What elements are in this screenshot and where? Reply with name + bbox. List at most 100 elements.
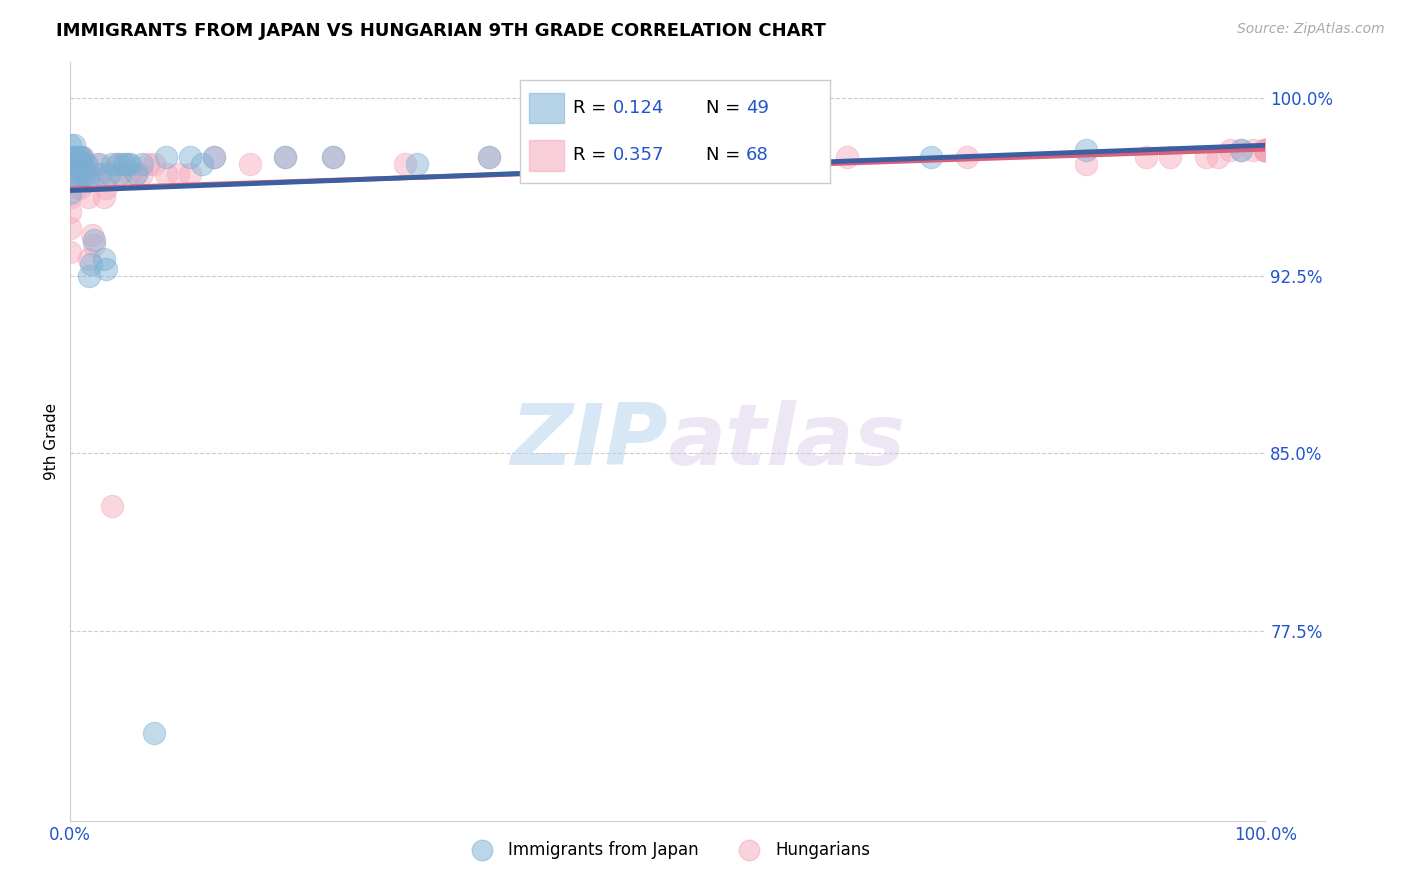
Point — [1230, 143, 1253, 157]
Point — [59, 157, 82, 171]
Point — [143, 726, 166, 740]
Point — [274, 150, 297, 164]
Point — [97, 167, 120, 181]
Text: atlas: atlas — [668, 400, 905, 483]
Point — [67, 150, 90, 164]
Point — [89, 167, 111, 181]
Point — [76, 157, 98, 171]
Point — [394, 157, 416, 171]
Legend: Immigrants from Japan, Hungarians: Immigrants from Japan, Hungarians — [458, 834, 877, 865]
Point — [59, 174, 82, 188]
Point — [117, 157, 139, 171]
Point — [63, 138, 86, 153]
Point — [93, 190, 115, 204]
Point — [70, 150, 93, 164]
Point — [406, 157, 429, 171]
Point — [93, 252, 115, 266]
Point — [110, 167, 132, 181]
Point — [1135, 150, 1157, 164]
Point — [112, 157, 135, 171]
Point — [478, 150, 501, 164]
Y-axis label: 9th Grade: 9th Grade — [44, 403, 59, 480]
Point — [1218, 143, 1241, 157]
Point — [598, 150, 620, 164]
Point — [75, 167, 97, 181]
Point — [77, 167, 100, 181]
Point — [478, 150, 501, 164]
Point — [136, 157, 159, 171]
Point — [1254, 143, 1277, 157]
Point — [322, 150, 344, 164]
Point — [101, 157, 124, 171]
Point — [120, 167, 141, 181]
Point — [70, 150, 93, 164]
Point — [69, 167, 91, 181]
Point — [65, 162, 87, 177]
Point — [143, 157, 166, 171]
Point — [70, 157, 93, 171]
Point — [107, 157, 129, 171]
Point — [717, 157, 740, 171]
Point — [59, 138, 82, 153]
Point — [1076, 157, 1098, 171]
Point — [69, 167, 91, 181]
Text: Source: ZipAtlas.com: Source: ZipAtlas.com — [1237, 22, 1385, 37]
Point — [70, 157, 93, 171]
Point — [112, 157, 135, 171]
Point — [59, 162, 82, 177]
Point — [62, 157, 84, 171]
Point — [59, 204, 82, 219]
Point — [73, 167, 96, 181]
Point — [166, 167, 188, 181]
Point — [59, 244, 82, 259]
Point — [1254, 143, 1277, 157]
Point — [69, 181, 91, 195]
Text: 68: 68 — [747, 146, 769, 164]
Point — [956, 150, 979, 164]
FancyBboxPatch shape — [530, 140, 564, 170]
Point — [75, 157, 97, 171]
Point — [131, 157, 153, 171]
Point — [79, 252, 101, 266]
Text: N =: N = — [706, 99, 745, 117]
Point — [65, 150, 87, 164]
Point — [202, 150, 225, 164]
Point — [274, 150, 297, 164]
Point — [681, 150, 703, 164]
Point — [89, 157, 111, 171]
Point — [191, 157, 214, 171]
Point — [1254, 143, 1277, 157]
Point — [83, 238, 105, 252]
Point — [77, 174, 100, 188]
Point — [131, 167, 153, 181]
Text: 0.357: 0.357 — [613, 146, 665, 164]
Point — [1254, 143, 1277, 157]
Point — [96, 181, 117, 195]
Point — [202, 150, 225, 164]
Point — [1243, 143, 1265, 157]
Text: R =: R = — [572, 146, 612, 164]
Point — [63, 150, 86, 164]
Point — [69, 150, 91, 164]
Text: IMMIGRANTS FROM JAPAN VS HUNGARIAN 9TH GRADE CORRELATION CHART: IMMIGRANTS FROM JAPAN VS HUNGARIAN 9TH G… — [56, 22, 827, 40]
Point — [59, 221, 82, 235]
Point — [837, 150, 859, 164]
Point — [155, 150, 177, 164]
Point — [65, 181, 87, 195]
Point — [239, 157, 262, 171]
Point — [1254, 143, 1277, 157]
Point — [86, 167, 108, 181]
Point — [70, 157, 93, 171]
Point — [63, 167, 86, 181]
Point — [322, 150, 344, 164]
Point — [1206, 150, 1229, 164]
Text: 49: 49 — [747, 99, 769, 117]
Point — [73, 157, 96, 171]
Point — [1254, 143, 1277, 157]
Text: 0.124: 0.124 — [613, 99, 665, 117]
Point — [59, 150, 82, 164]
Point — [79, 268, 101, 283]
Point — [125, 167, 148, 181]
Point — [1230, 143, 1253, 157]
Point — [63, 150, 86, 164]
